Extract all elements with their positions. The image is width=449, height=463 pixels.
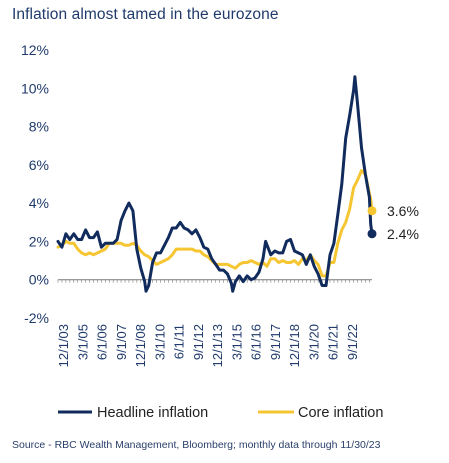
x-tick-label: 6/1/06: [95, 324, 110, 360]
end-value-label: 2.4%: [387, 226, 419, 242]
y-tick-label: 0%: [29, 272, 49, 288]
y-tick-label: 10%: [21, 80, 49, 96]
y-tick-label: 8%: [29, 119, 49, 135]
x-tick-label: 12/1/03: [56, 324, 71, 367]
x-axis: 12/1/03 3/1/05 6/1/06 9/1/07 12/1/08 3/1/10 6/…: [56, 279, 372, 367]
x-tick-label: 12/1/18: [287, 324, 302, 367]
chart-title: Inflation almost tamed in the eurozone: [12, 6, 279, 23]
legend-label-core: Core inflation: [298, 405, 383, 421]
x-tick-label: 12/1/13: [210, 324, 225, 367]
x-tick-label: 6/1/21: [326, 324, 341, 360]
y-tick-label: 4%: [29, 195, 49, 211]
x-tick-label: 3/1/10: [152, 324, 167, 360]
y-tick-label: 6%: [29, 157, 49, 173]
x-tick-label: 9/1/07: [114, 324, 129, 360]
legend: Headline inflation Core inflation: [58, 405, 383, 421]
y-axis: 12% 10% 8% 6% 4% 2% 0% -2%: [21, 42, 49, 326]
x-tick-label: 9/1/17: [268, 324, 283, 360]
end-point-marker: [367, 229, 377, 239]
end-value-label: 3.6%: [387, 203, 419, 219]
x-tick-label: 12/1/08: [133, 324, 148, 367]
series-layer: [56, 75, 374, 293]
x-tick-label: 3/1/15: [229, 324, 244, 360]
source-note: Source - RBC Wealth Management, Bloomber…: [12, 439, 381, 451]
x-tick-label: 3/1/20: [306, 324, 321, 360]
legend-label-headline: Headline inflation: [97, 405, 208, 421]
x-tick-label: 6/1/11: [172, 324, 187, 359]
series-line-core-inflation: [56, 169, 374, 278]
y-tick-label: -2%: [24, 310, 49, 326]
end-point-marker: [367, 206, 377, 216]
series-line-headline-inflation: [56, 75, 374, 293]
x-tick-label: 3/1/05: [75, 324, 90, 360]
x-tick-label: 6/1/16: [249, 324, 264, 360]
x-tick-label: 9/1/12: [191, 324, 206, 360]
x-tick-label: 9/1/22: [345, 324, 360, 360]
y-tick-label: 2%: [29, 233, 49, 249]
y-tick-label: 12%: [21, 42, 49, 58]
annotation-layer: 3.6% 2.4%: [367, 203, 419, 242]
